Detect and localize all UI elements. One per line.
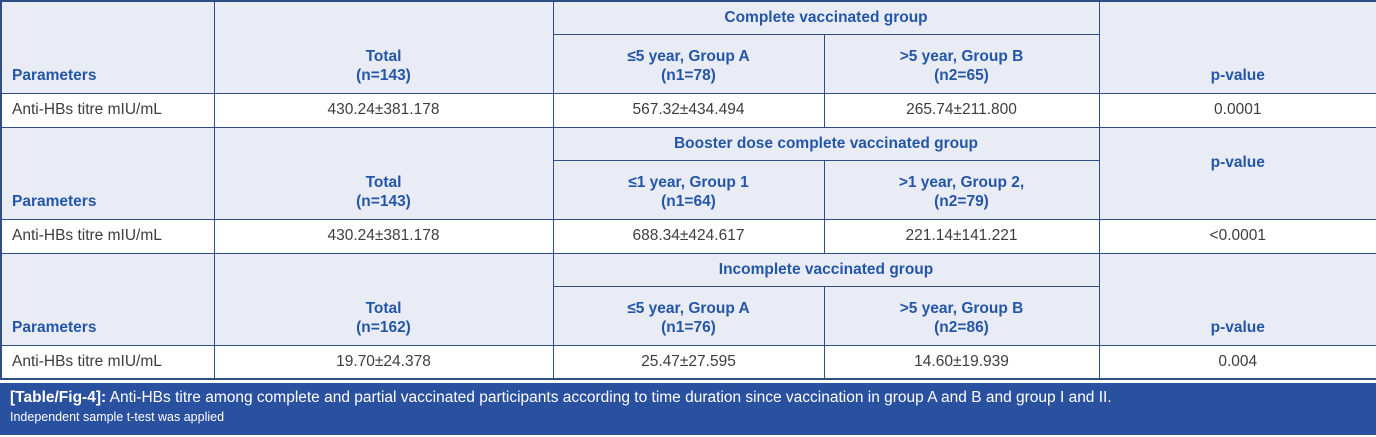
total-label: Total <box>365 299 402 317</box>
section1-group-title: Complete vaccinated group <box>552 0 1100 35</box>
section3-parameters-header: Parameters <box>0 252 215 346</box>
section3-pvalue-cell: 0.004 <box>1098 344 1376 380</box>
section3-parameter-cell: Anti-HBs titre mIU/mL <box>0 344 215 380</box>
group-a-n: (n1=78) <box>661 67 716 85</box>
table-caption: [Table/Fig-4]: Anti-HBs titre among comp… <box>10 388 1366 409</box>
section2-pvalue-header: p-value <box>1098 126 1376 220</box>
group-b-n: (n2=65) <box>934 67 989 85</box>
group-2-label: >1 year, Group 2, <box>898 173 1025 191</box>
section1-total-cell: 430.24±381.178 <box>213 92 554 128</box>
section1-group-a-header: ≤5 year, Group A (n1=78) <box>552 33 825 94</box>
section3-group-a-cell: 25.47±27.595 <box>552 344 825 380</box>
anti-hbs-titre-table: Parameters Total (n=143) Complete vaccin… <box>0 0 1376 380</box>
section2-parameters-header: Parameters <box>0 126 215 220</box>
section1-parameters-header: Parameters <box>0 0 215 94</box>
section3-group-a-header: ≤5 year, Group A (n1=76) <box>552 285 825 346</box>
group-2-n: (n2=79) <box>934 193 989 211</box>
section1-group-b-cell: 265.74±211.800 <box>823 92 1100 128</box>
section2-pvalue-cell: <0.0001 <box>1098 218 1376 254</box>
section3-data-row: Anti-HBs titre mIU/mL 19.70±24.378 25.47… <box>0 344 1376 380</box>
total-n: (n=162) <box>356 319 411 337</box>
group-1-n: (n1=64) <box>661 193 716 211</box>
group-b-label: >5 year, Group B <box>899 47 1024 65</box>
group-a-label: ≤5 year, Group A <box>627 299 750 317</box>
table-caption-bar: [Table/Fig-4]: Anti-HBs titre among comp… <box>0 383 1376 435</box>
section2-group-1-cell: 688.34±424.617 <box>552 218 825 254</box>
section3-group-b-cell: 14.60±19.939 <box>823 344 1100 380</box>
section2-data-row: Anti-HBs titre mIU/mL 430.24±381.178 688… <box>0 218 1376 254</box>
section2-group-title: Booster dose complete vaccinated group <box>552 126 1100 161</box>
section2-group-2-cell: 221.14±141.221 <box>823 218 1100 254</box>
section2-total-header: Total (n=143) <box>213 126 554 220</box>
section3-total-header: Total (n=162) <box>213 252 554 346</box>
section1-pvalue-cell: 0.0001 <box>1098 92 1376 128</box>
section1-total-header: Total (n=143) <box>213 0 554 94</box>
group-b-label: >5 year, Group B <box>899 299 1024 317</box>
section1-pvalue-header: p-value <box>1098 0 1376 94</box>
section3-group-b-header: >5 year, Group B (n2=86) <box>823 285 1100 346</box>
section3-group-title: Incomplete vaccinated group <box>552 252 1100 287</box>
section3-column-header-row: ≤5 year, Group A (n1=76) >5 year, Group … <box>1 285 1376 346</box>
section1-group-b-header: >5 year, Group B (n2=65) <box>823 33 1100 94</box>
section2-group-header-row: Parameters Total (n=143) Booster dose co… <box>0 126 1376 220</box>
section1-group-a-cell: 567.32±434.494 <box>552 92 825 128</box>
total-label: Total <box>365 47 402 65</box>
section1-parameter-cell: Anti-HBs titre mIU/mL <box>0 92 215 128</box>
group-1-label: ≤1 year, Group 1 <box>628 173 749 191</box>
group-b-n: (n2=86) <box>934 319 989 337</box>
section3-group-header-row: Parameters Total (n=162) Incomplete vacc… <box>0 252 1376 346</box>
section1-column-header-row: ≤5 year, Group A (n1=78) >5 year, Group … <box>1 33 1376 94</box>
table-caption-text: Anti-HBs titre among complete and partia… <box>106 389 1112 406</box>
section2-group-2-header: >1 year, Group 2, (n2=79) <box>823 159 1100 220</box>
group-a-n: (n1=76) <box>661 319 716 337</box>
section3-total-cell: 19.70±24.378 <box>213 344 554 380</box>
section1-group-header-row: Parameters Total (n=143) Complete vaccin… <box>0 0 1376 94</box>
section2-column-header-row: ≤1 year, Group 1 (n1=64) >1 year, Group … <box>1 159 1376 220</box>
section2-total-cell: 430.24±381.178 <box>213 218 554 254</box>
total-n: (n=143) <box>356 67 411 85</box>
table-caption-note: Independent sample t-test was applied <box>10 409 225 424</box>
section2-group-1-header: ≤1 year, Group 1 (n1=64) <box>552 159 825 220</box>
table-caption-label: [Table/Fig-4]: <box>10 389 107 406</box>
section1-data-row: Anti-HBs titre mIU/mL 430.24±381.178 567… <box>0 92 1376 128</box>
total-label: Total <box>365 173 402 191</box>
group-a-label: ≤5 year, Group A <box>627 47 750 65</box>
total-n: (n=143) <box>356 193 411 211</box>
section3-pvalue-header: p-value <box>1098 252 1376 346</box>
section2-parameter-cell: Anti-HBs titre mIU/mL <box>0 218 215 254</box>
